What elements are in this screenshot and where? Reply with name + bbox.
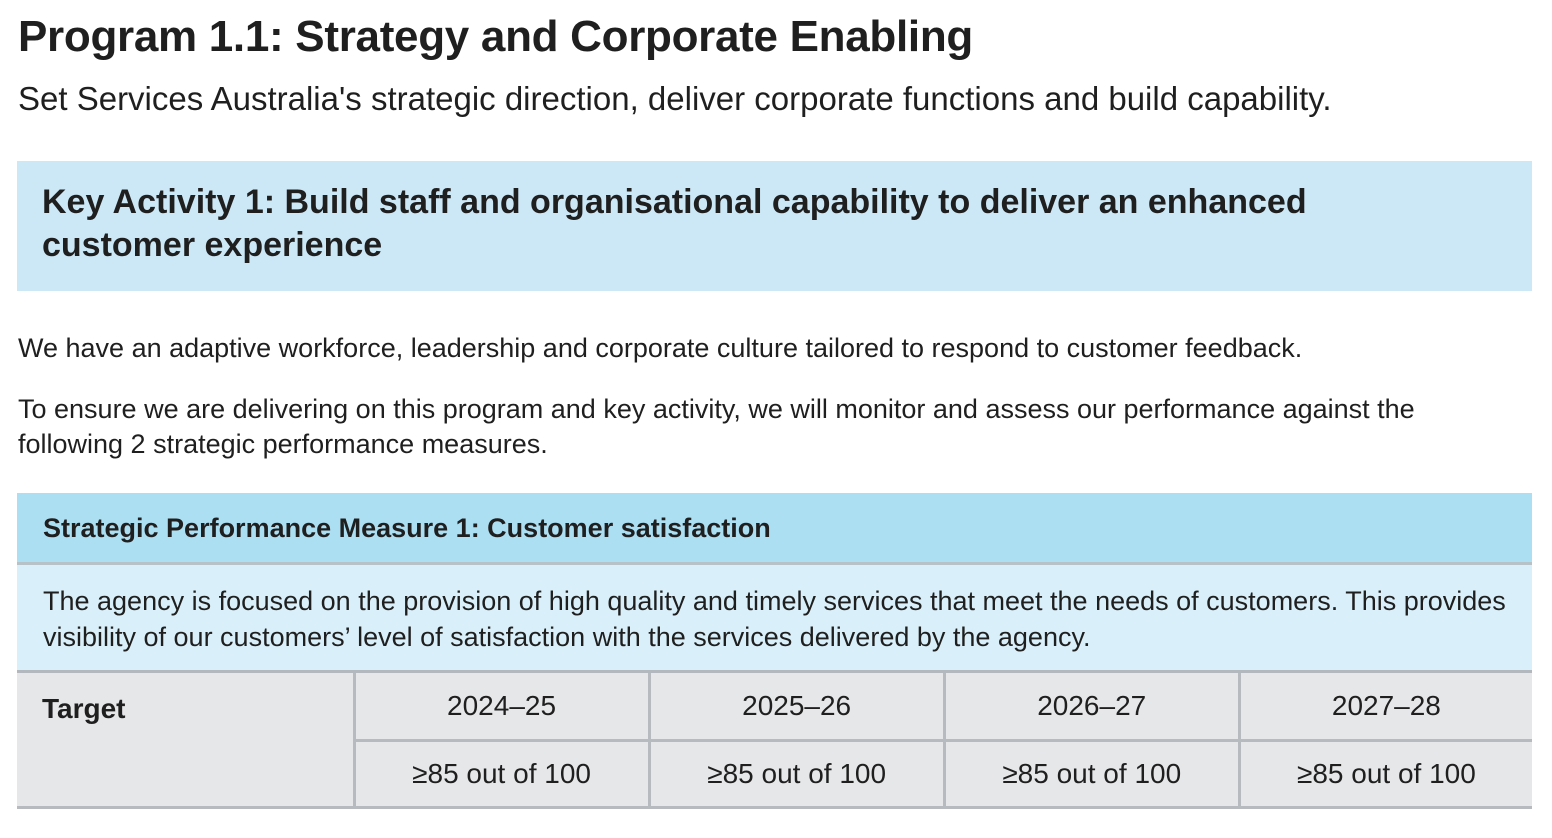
target-table: Target 2024–25 2025–26 2026–27 2027–28 ≥… (17, 673, 1532, 809)
year-cell: 2025–26 (647, 673, 946, 742)
target-value-cell: ≥85 out of 100 (647, 738, 946, 809)
key-activity-heading: Key Activity 1: Build staff and organisa… (42, 183, 1307, 264)
target-label: Target (17, 673, 356, 809)
target-years-row: Target 2024–25 2025–26 2026–27 2027–28 (17, 673, 1532, 809)
target-value-cell: ≥85 out of 100 (1237, 738, 1532, 809)
year-cell: 2027–28 (1237, 673, 1532, 742)
performance-measure-panel: Strategic Performance Measure 1: Custome… (17, 493, 1532, 809)
target-value-cell: ≥85 out of 100 (352, 738, 651, 809)
measure-description-box: The agency is focused on the provision o… (17, 565, 1532, 673)
target-values-row: ≥85 out of 100 ≥85 out of 100 ≥85 out of… (17, 738, 1532, 809)
measure-description: The agency is focused on the provision o… (43, 586, 1506, 652)
year-cell: 2026–27 (942, 673, 1241, 742)
year-cell: 2024–25 (352, 673, 651, 742)
key-activity-box: Key Activity 1: Build staff and organisa… (17, 161, 1532, 291)
intro-paragraph: We have an adaptive workforce, leadershi… (18, 333, 1303, 363)
program-subtitle: Set Services Australia's strategic direc… (18, 80, 1332, 117)
target-value-cell: ≥85 out of 100 (942, 738, 1241, 809)
program-title: Program 1.1: Strategy and Corporate Enab… (18, 12, 973, 61)
measures-paragraph: To ensure we are delivering on this prog… (18, 394, 1415, 459)
measure-heading: Strategic Performance Measure 1: Custome… (43, 513, 771, 543)
measure-header: Strategic Performance Measure 1: Custome… (17, 493, 1532, 565)
